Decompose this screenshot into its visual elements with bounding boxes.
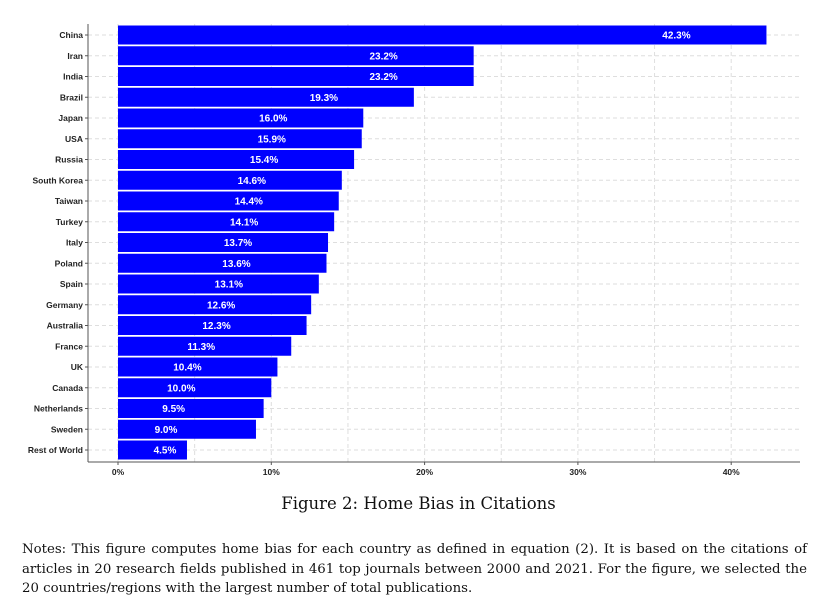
bar-value-label: 23.2% bbox=[369, 51, 397, 62]
bar-value-label: 19.3% bbox=[310, 93, 338, 104]
bar-spain bbox=[118, 274, 319, 294]
bar-value-label: 10.4% bbox=[173, 363, 201, 374]
bar-value-label: 4.5% bbox=[154, 446, 177, 457]
y-tick-label: Russia bbox=[55, 155, 83, 165]
bar-turkey bbox=[118, 212, 335, 232]
bar-taiwan bbox=[118, 191, 339, 211]
y-tick-label: USA bbox=[65, 134, 83, 144]
y-tick-label: Turkey bbox=[56, 217, 84, 227]
bar-value-label: 12.6% bbox=[207, 300, 235, 311]
x-tick-label: 30% bbox=[569, 467, 586, 477]
y-tick-label: South Korea bbox=[32, 175, 83, 185]
home-bias-bar-chart: China Iran India Brazil Japan USA Russia South … bbox=[28, 24, 800, 477]
y-tick-label: Germany bbox=[46, 300, 83, 310]
bar-value-label: 15.9% bbox=[258, 134, 286, 145]
bar-uk bbox=[118, 357, 278, 377]
y-tick-label: France bbox=[55, 341, 83, 351]
bar-value-label: 14.1% bbox=[230, 217, 258, 228]
y-tick-label: China bbox=[59, 30, 83, 40]
x-tick-label: 40% bbox=[723, 467, 740, 477]
bar-japan bbox=[118, 108, 364, 128]
x-tick-label: 20% bbox=[416, 467, 433, 477]
y-tick-label: Netherlands bbox=[34, 404, 83, 414]
bars bbox=[118, 25, 767, 460]
y-tick-label: Spain bbox=[60, 279, 83, 289]
y-tick-label: Australia bbox=[47, 321, 84, 331]
bar-netherlands bbox=[118, 399, 264, 418]
y-tick-label: Taiwan bbox=[55, 196, 83, 206]
bar-value-label: 15.4% bbox=[250, 155, 278, 166]
bar-sweden bbox=[118, 419, 256, 439]
bar-value-label: 13.1% bbox=[215, 280, 243, 291]
bar-value-label: 13.7% bbox=[224, 238, 252, 249]
bar-australia bbox=[118, 316, 307, 335]
bar-value-label: 10.0% bbox=[167, 383, 195, 394]
y-tick-label: UK bbox=[71, 362, 84, 372]
bar-value-label: 12.3% bbox=[202, 321, 230, 332]
bar-brazil bbox=[118, 87, 414, 107]
bar-value-label: 9.0% bbox=[155, 425, 178, 436]
bar-value-label: 11.3% bbox=[187, 342, 215, 353]
y-tick-label: Brazil bbox=[60, 92, 83, 102]
y-tick-label: Italy bbox=[66, 238, 83, 248]
bar-usa bbox=[118, 129, 362, 149]
y-tick-label: Sweden bbox=[51, 424, 83, 434]
y-tick-label: Poland bbox=[55, 258, 83, 268]
axes bbox=[85, 24, 800, 465]
bar-value-label: 9.5% bbox=[162, 404, 185, 415]
bar-value-label: 42.3% bbox=[662, 31, 690, 42]
bar-china bbox=[118, 25, 767, 45]
bar-italy bbox=[118, 233, 329, 252]
y-tick-labels: China Iran India Brazil Japan USA Russia South … bbox=[28, 30, 84, 455]
y-tick-label: Japan bbox=[58, 113, 83, 123]
figure-notes: Notes: This figure computes home bias fo… bbox=[22, 542, 807, 596]
bar-india bbox=[118, 67, 474, 86]
bar-rest-of-world bbox=[118, 440, 187, 460]
x-tick-labels: 0% 10% 20% 30% 40% bbox=[112, 467, 740, 477]
bar-value-label: 13.6% bbox=[222, 259, 250, 270]
bar-value-label: 14.6% bbox=[238, 176, 266, 187]
bar-russia bbox=[118, 150, 355, 169]
bar-value-labels: 42.3% 23.2% 23.2% 19.3% 16.0% 15.9% 15.4% 14.6%… bbox=[154, 31, 691, 457]
x-tick-label: 0% bbox=[112, 467, 125, 477]
y-tick-label: Canada bbox=[52, 383, 83, 393]
bar-poland bbox=[118, 253, 327, 273]
bar-canada bbox=[118, 378, 272, 398]
y-tick-label: Iran bbox=[67, 51, 83, 61]
y-tick-label: India bbox=[63, 72, 83, 82]
bar-iran bbox=[118, 46, 474, 66]
bar-value-label: 16.0% bbox=[259, 114, 287, 125]
bar-value-label: 14.4% bbox=[235, 197, 263, 208]
bar-value-label: 23.2% bbox=[369, 72, 397, 83]
bar-germany bbox=[118, 295, 312, 315]
bar-france bbox=[118, 336, 292, 356]
bar-south-korea bbox=[118, 170, 342, 190]
figure-caption: Figure 2: Home Bias in Citations bbox=[281, 494, 556, 513]
y-tick-label: Rest of World bbox=[28, 445, 83, 455]
x-tick-label: 10% bbox=[263, 467, 280, 477]
